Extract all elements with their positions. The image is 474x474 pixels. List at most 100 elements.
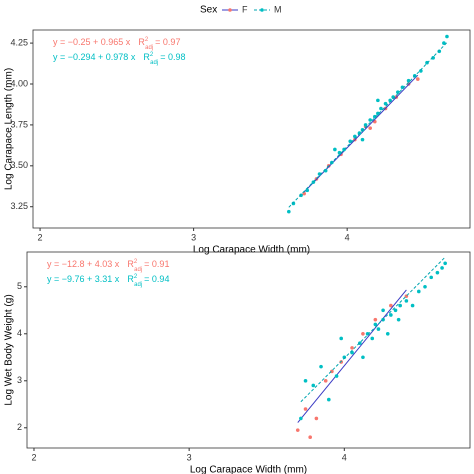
annotation: y = −0.294 + 0.978 x R2 adj= 0.98 <box>53 52 185 66</box>
point <box>368 126 372 130</box>
point <box>373 317 378 322</box>
x-tick-label: 2 <box>31 452 36 462</box>
point <box>291 201 296 206</box>
point <box>308 435 312 439</box>
point <box>416 289 421 294</box>
equation: y = −0.294 + 0.978 x <box>53 52 136 62</box>
point <box>303 407 308 411</box>
y-tick-label: 3.75 <box>10 119 28 129</box>
point <box>334 374 339 378</box>
fit-line <box>300 256 446 403</box>
x-tick-label: 4 <box>342 452 347 462</box>
equation: y = −0.25 + 0.965 x <box>53 37 131 47</box>
point <box>311 383 316 388</box>
y-axis-title: Log Carapace Length (mm) <box>4 68 15 190</box>
r-sub: adj <box>134 282 142 288</box>
point <box>360 137 365 142</box>
x-tick-label: 2 <box>38 232 43 242</box>
fit-line <box>288 42 448 208</box>
y-tick-label: 4.25 <box>10 37 28 47</box>
r-sub: adj <box>134 267 142 273</box>
equation: y = −12.8 + 4.03 x <box>47 259 120 269</box>
point <box>440 266 444 270</box>
point <box>396 317 401 322</box>
x-tick-label: 3 <box>191 232 196 242</box>
point <box>299 416 303 421</box>
y-tick-label: 5 <box>17 281 22 291</box>
point <box>442 41 446 45</box>
point <box>396 90 400 94</box>
point <box>393 308 398 313</box>
point <box>372 114 377 119</box>
plot-frame <box>32 29 471 229</box>
point <box>326 397 331 402</box>
legend-title: Sex <box>200 5 217 16</box>
legend-label: F <box>242 4 248 14</box>
point <box>287 209 291 214</box>
y-tick-label: 3 <box>17 375 22 385</box>
point <box>361 355 365 360</box>
r-symbol: R <box>138 37 145 47</box>
point <box>406 78 411 83</box>
r-symbol: R <box>127 274 134 284</box>
point <box>435 270 440 275</box>
r-sup: 2 <box>134 274 138 280</box>
point <box>361 331 365 336</box>
legend-label: M <box>274 4 282 14</box>
r2-value: = 0.97 <box>155 37 180 47</box>
point <box>443 261 447 266</box>
legend-dot <box>260 8 264 12</box>
point <box>437 49 442 54</box>
y-tick-label: 3.25 <box>10 201 28 211</box>
r2-value: = 0.94 <box>144 274 169 284</box>
y-tick-label: 2 <box>17 422 22 432</box>
r-sub: adj <box>150 60 158 66</box>
point <box>383 101 388 106</box>
point <box>314 416 319 421</box>
point <box>295 428 300 432</box>
point <box>385 331 390 336</box>
point <box>423 284 427 289</box>
legend-dot <box>228 8 232 12</box>
point <box>389 313 393 317</box>
point <box>323 378 328 383</box>
annotation: y = −0.25 + 0.965 x R2 adj= 0.97 <box>53 37 180 51</box>
x-axis-title: Log Carapace Width (mm) <box>193 245 310 256</box>
point <box>303 378 308 383</box>
r-sup: 2 <box>134 259 138 265</box>
point <box>389 303 393 308</box>
point <box>431 56 435 60</box>
point <box>379 106 383 111</box>
r-sup: 2 <box>150 52 154 58</box>
fit-line <box>297 289 407 423</box>
r-symbol: R <box>127 259 134 269</box>
equation: y = −9.76 + 3.31 x <box>47 274 120 284</box>
point <box>410 303 415 308</box>
x-tick-label: 4 <box>345 232 350 242</box>
point <box>319 364 323 369</box>
y-tick-label: 4.00 <box>10 78 28 88</box>
r2-value: = 0.91 <box>144 259 169 269</box>
x-tick-label: 3 <box>187 452 192 462</box>
r-sup: 2 <box>145 37 149 43</box>
plot-frame <box>26 251 471 449</box>
point <box>429 275 434 280</box>
annotation: y = −12.8 + 4.03 x R2 adj= 0.91 <box>47 259 169 273</box>
point <box>368 118 372 122</box>
r-symbol: R <box>143 52 150 62</box>
y-tick-label: 3.50 <box>10 160 28 170</box>
point <box>415 77 420 81</box>
point <box>342 355 347 360</box>
point <box>398 303 402 308</box>
point <box>333 147 337 152</box>
point <box>376 98 380 103</box>
x-axis-title: Log Carapace Width (mm) <box>190 465 307 474</box>
point <box>370 336 375 341</box>
point <box>381 308 385 313</box>
r-sub: adj <box>145 45 153 51</box>
point <box>404 299 409 303</box>
point <box>350 346 354 350</box>
point <box>376 327 381 331</box>
